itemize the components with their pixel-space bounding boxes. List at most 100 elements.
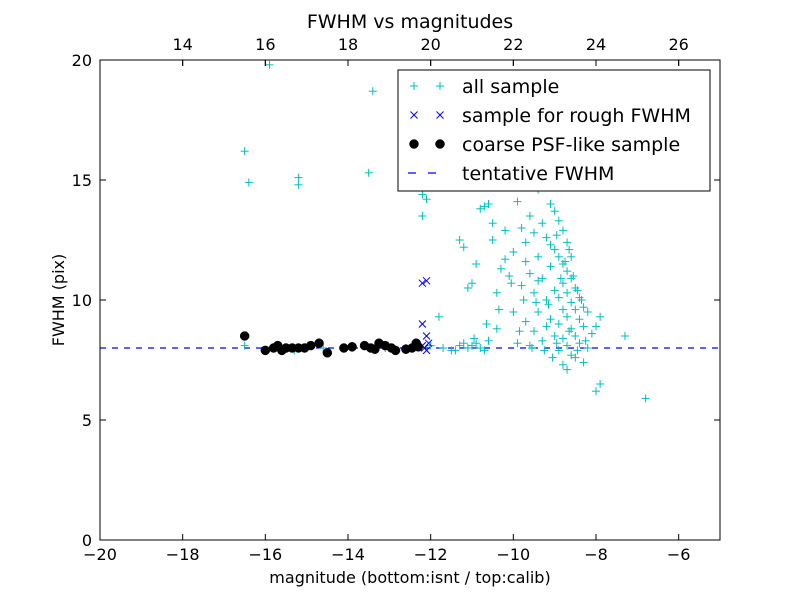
all-sample-point xyxy=(567,298,576,307)
all-sample-point xyxy=(571,353,580,362)
all-sample-point xyxy=(492,324,501,333)
all-sample-point xyxy=(459,243,468,252)
all-sample-point xyxy=(550,245,559,254)
coarse-psf-point xyxy=(314,338,324,348)
all-sample-point xyxy=(517,224,526,232)
all-sample-point xyxy=(513,339,522,348)
all-sample-point xyxy=(527,344,536,352)
all-sample-point xyxy=(532,298,541,307)
all-sample-point xyxy=(556,274,565,283)
all-sample-point xyxy=(492,288,501,297)
x-tick-label: −8 xyxy=(584,545,608,564)
coarse-psf-point xyxy=(260,345,271,356)
all-sample-point xyxy=(501,255,510,264)
x-tick-label: −6 xyxy=(667,545,691,564)
series-2 xyxy=(418,276,433,355)
top-x-tick-label: 18 xyxy=(338,35,358,54)
all-sample-point xyxy=(519,296,528,304)
all-sample-point xyxy=(472,260,481,268)
top-x-tick-label: 20 xyxy=(420,35,440,54)
all-sample-point xyxy=(439,344,448,352)
all-sample-point xyxy=(294,180,303,189)
all-sample-point xyxy=(470,334,479,343)
y-axis-label: FWHM (pix) xyxy=(49,254,68,347)
all-sample-point xyxy=(558,226,567,235)
legend-marker-coarse-psf-sample xyxy=(409,139,419,149)
all-sample-point xyxy=(542,296,551,304)
all-sample-point xyxy=(552,339,561,348)
all-sample-point xyxy=(513,197,522,206)
all-sample-point xyxy=(364,168,373,177)
all-sample-point xyxy=(563,312,572,321)
top-x-tick-label: 26 xyxy=(668,35,688,54)
all-sample-point xyxy=(521,257,530,266)
all-sample-point xyxy=(620,332,629,340)
all-sample-point xyxy=(538,219,547,228)
all-sample-point xyxy=(554,216,563,225)
all-sample-point xyxy=(468,279,476,288)
coarse-psf-point xyxy=(239,331,250,341)
all-sample-point xyxy=(521,317,530,326)
series-3 xyxy=(239,331,424,358)
all-sample-point xyxy=(240,341,249,350)
all-sample-point xyxy=(563,238,572,247)
all-sample-point xyxy=(538,336,547,345)
all-sample-point xyxy=(542,233,551,242)
all-sample-point xyxy=(558,305,567,314)
all-sample-point xyxy=(558,360,567,369)
all-sample-point xyxy=(265,60,274,69)
all-sample-point xyxy=(538,274,547,283)
legend-label-coarse-psf-sample: coarse PSF-like sample xyxy=(462,134,680,156)
x-tick-label: −14 xyxy=(331,545,365,564)
all-sample-point xyxy=(569,272,578,280)
all-sample-point xyxy=(501,226,510,235)
x-tick-label: −20 xyxy=(83,545,117,564)
top-x-tick-label: 24 xyxy=(586,35,606,54)
legend-label-rough-sample: sample for rough FWHM xyxy=(462,105,691,127)
all-sample-point xyxy=(530,327,538,336)
all-sample-point xyxy=(488,219,497,228)
all-sample-point xyxy=(592,387,600,396)
all-sample-point xyxy=(496,264,505,273)
coarse-psf-point xyxy=(339,343,349,353)
all-sample-point xyxy=(561,257,569,266)
all-sample-point xyxy=(480,202,489,211)
all-sample-point xyxy=(575,315,584,324)
all-sample-point xyxy=(583,308,592,316)
legend-box xyxy=(397,69,711,192)
all-sample-point xyxy=(455,341,464,350)
coarse-psf-point xyxy=(390,345,401,356)
y-tick-label: 10 xyxy=(72,291,92,310)
all-sample-point xyxy=(488,236,497,244)
all-sample-point xyxy=(563,288,572,297)
rough-fwhm-point xyxy=(422,332,431,340)
top-x-tick-label: 22 xyxy=(503,35,523,54)
x-tick-label: −10 xyxy=(496,545,530,564)
all-sample-point xyxy=(563,267,572,276)
coarse-psf-point xyxy=(322,348,333,358)
all-sample-point xyxy=(567,351,576,360)
all-sample-point xyxy=(368,87,377,96)
all-sample-point xyxy=(476,344,485,352)
rough-fwhm-point xyxy=(418,279,427,288)
all-sample-point xyxy=(509,248,518,256)
all-sample-point xyxy=(554,293,563,302)
all-sample-point xyxy=(240,147,249,156)
all-sample-point xyxy=(583,344,592,352)
all-sample-point xyxy=(571,305,580,314)
all-sample-point xyxy=(484,200,493,208)
all-sample-point xyxy=(418,212,427,220)
all-sample-point xyxy=(434,312,443,321)
x-tick-label: −12 xyxy=(414,545,448,564)
top-x-tick-label: 14 xyxy=(172,35,192,54)
legend-marker-all-sample xyxy=(410,82,418,90)
all-sample-point xyxy=(418,190,427,199)
all-sample-point xyxy=(521,238,530,247)
legend-marker-rough-sample xyxy=(410,111,418,119)
all-sample-point xyxy=(579,358,588,367)
coarse-psf-point xyxy=(347,342,357,352)
all-sample-point xyxy=(587,329,596,338)
all-sample-point xyxy=(565,245,574,254)
